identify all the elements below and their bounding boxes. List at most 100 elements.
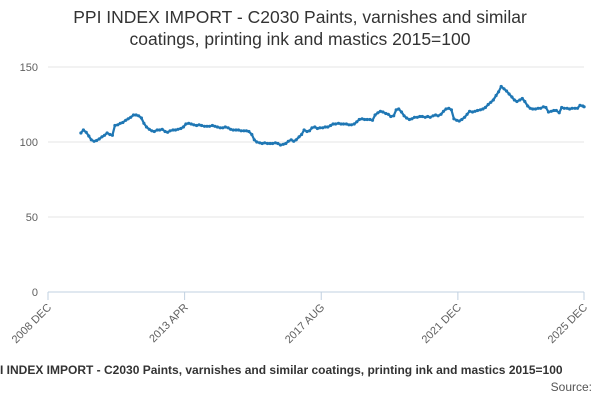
data-point [492, 98, 495, 101]
data-point [103, 134, 106, 137]
x-tick-label: 2008 DEC [10, 302, 54, 346]
data-point [350, 123, 353, 126]
data-point [82, 128, 85, 131]
data-point [484, 106, 487, 109]
data-point [374, 113, 377, 116]
data-point [318, 126, 321, 129]
data-point [308, 129, 311, 132]
data-point [192, 123, 195, 126]
y-tick-label: 150 [20, 62, 38, 74]
data-point [255, 140, 258, 143]
data-point [85, 131, 88, 134]
data-point [495, 94, 498, 97]
data-point [224, 125, 227, 128]
data-point [208, 125, 211, 128]
data-point [421, 115, 424, 118]
data-point [571, 107, 574, 110]
data-point [90, 138, 93, 141]
data-point [298, 135, 301, 138]
data-point [358, 118, 361, 121]
data-point [403, 114, 406, 117]
data-point [460, 118, 463, 121]
data-point [161, 128, 164, 131]
data-point [253, 138, 256, 141]
data-point [547, 110, 550, 113]
data-point [450, 108, 453, 111]
data-point [106, 131, 109, 134]
data-point [452, 117, 455, 120]
data-point [500, 85, 503, 88]
data-point [563, 107, 566, 110]
data-point [502, 87, 505, 90]
data-point [169, 129, 172, 132]
data-point [140, 116, 143, 119]
data-point [326, 125, 329, 128]
data-point [429, 116, 432, 119]
data-point [442, 110, 445, 113]
data-point [279, 143, 282, 146]
data-point [487, 103, 490, 106]
data-point [334, 122, 337, 125]
data-point [555, 109, 558, 112]
data-point [505, 89, 508, 92]
data-point [497, 90, 500, 93]
data-point [526, 104, 529, 107]
data-point [263, 141, 266, 144]
data-point [510, 95, 513, 98]
data-point [250, 133, 253, 136]
x-tick-label: 2013 APR [147, 302, 191, 346]
data-point [413, 116, 416, 119]
data-point [405, 116, 408, 119]
data-point [153, 130, 156, 133]
data-point [240, 129, 243, 132]
data-point [544, 106, 547, 109]
data-point [437, 114, 440, 117]
x-tick-label: 2025 DEC [546, 302, 590, 346]
data-point [232, 128, 235, 131]
y-tick-label: 100 [20, 137, 38, 149]
data-point [489, 101, 492, 104]
data-point [392, 114, 395, 117]
data-point [200, 124, 203, 127]
data-point [400, 110, 403, 113]
data-point [176, 128, 179, 131]
data-point [366, 118, 369, 121]
data-point [310, 126, 313, 129]
x-tick-label: 2021 DEC [420, 302, 464, 346]
data-point [284, 142, 287, 145]
data-point [342, 122, 345, 125]
source-label: Source: [551, 380, 592, 394]
data-point [439, 113, 442, 116]
x-tick-label: 2017 AUG [283, 302, 327, 346]
data-point [111, 134, 114, 137]
y-tick-label: 0 [32, 287, 38, 299]
data-point [444, 107, 447, 110]
data-point [79, 131, 82, 134]
data-point [508, 92, 511, 95]
data-point [184, 122, 187, 125]
data-point [466, 113, 469, 116]
data-point [523, 100, 526, 103]
data-point [476, 109, 479, 112]
data-point [303, 128, 306, 131]
data-point [287, 140, 290, 143]
footer-caption-text: PPI INDEX IMPORT - C2030 Paints, varnish… [0, 363, 563, 377]
data-point [87, 134, 90, 137]
data-point [521, 97, 524, 100]
y-tick-label: 50 [26, 212, 38, 224]
data-point [355, 120, 358, 123]
data-point [113, 124, 116, 127]
data-point [137, 114, 140, 117]
data-point [129, 116, 132, 119]
line-chart: 0 50 100 150 2008 DEC 2013 APR 2017 AUG 2021 DE… [0, 0, 600, 400]
data-point [216, 125, 219, 128]
data-point [247, 130, 250, 133]
footer-caption: PPI INDEX IMPORT - C2030 Paints, varnish… [0, 363, 600, 377]
data-point [576, 107, 579, 110]
data-point [142, 122, 145, 125]
data-point [271, 142, 274, 145]
data-point [578, 104, 581, 107]
data-point [295, 138, 298, 141]
data-point [387, 113, 390, 116]
data-point [583, 105, 586, 108]
